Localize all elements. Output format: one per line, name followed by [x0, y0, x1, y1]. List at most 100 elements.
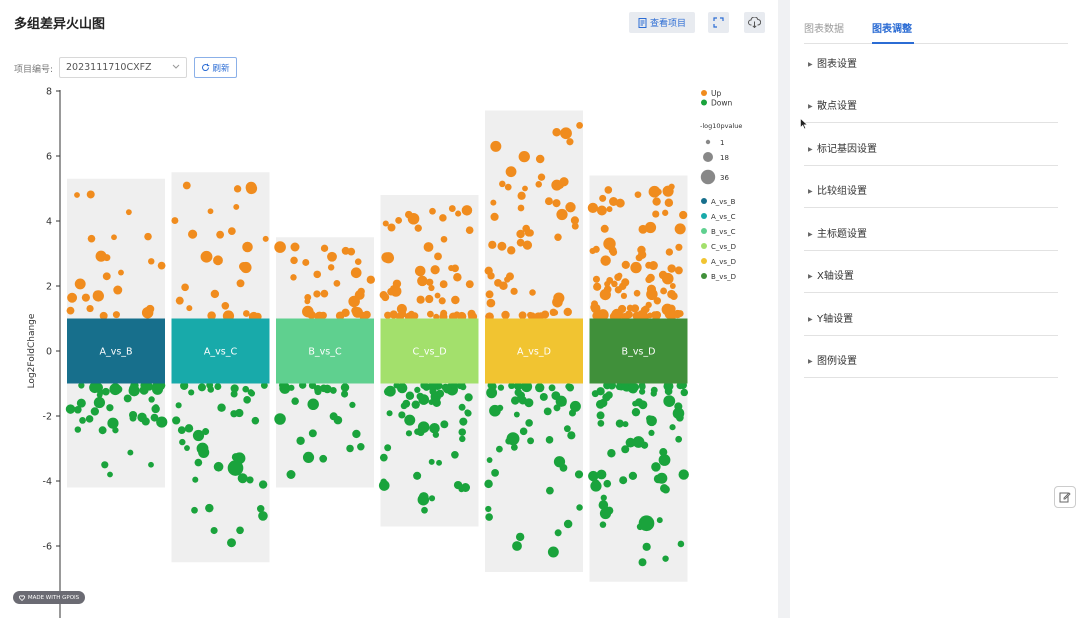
down-point — [615, 383, 623, 391]
caret-right-icon: ▶ — [808, 316, 813, 323]
up-point — [587, 202, 599, 214]
up-point — [604, 186, 613, 194]
section-y-axis-settings[interactable]: ▶ Y轴设置 — [804, 314, 1058, 352]
legend-size-marker — [705, 139, 711, 145]
down-point — [599, 521, 607, 528]
down-point — [405, 391, 415, 400]
up-point — [665, 248, 674, 256]
up-point — [592, 275, 600, 283]
group-box-A_vs_C[interactable] — [171, 318, 270, 384]
group-label: A_vs_D — [517, 347, 551, 358]
section-main-title-settings[interactable]: ▶ 主标题设置 — [804, 229, 1058, 267]
edit-button[interactable] — [1054, 486, 1076, 508]
up-point — [414, 224, 422, 232]
up-point — [465, 226, 474, 235]
up-point — [597, 309, 609, 321]
up-point — [637, 310, 648, 321]
mouse-cursor-icon — [800, 118, 808, 130]
down-point — [603, 479, 612, 488]
down-point — [553, 456, 566, 468]
group-label: B_vs_D — [622, 347, 656, 358]
down-point — [678, 469, 689, 480]
up-point — [553, 292, 565, 304]
down-point — [436, 383, 443, 389]
down-point — [484, 479, 493, 489]
up-point — [667, 264, 676, 273]
up-point — [262, 235, 269, 242]
section-x-axis-settings[interactable]: ▶ X轴设置 — [804, 271, 1058, 309]
download-button[interactable] — [744, 12, 765, 33]
up-point — [92, 290, 101, 299]
group-box-B_vs_D[interactable] — [589, 318, 688, 384]
section-comparison-settings[interactable]: ▶ 比较组设置 — [804, 186, 1058, 224]
legend-group-label: C_vs_D — [711, 243, 736, 251]
down-point — [535, 382, 545, 393]
down-point — [450, 381, 458, 390]
up-point — [620, 292, 628, 299]
project-select[interactable]: 2023111710CXFZ — [59, 57, 187, 78]
down-point — [632, 436, 645, 448]
down-point — [464, 393, 473, 402]
made-with-badge[interactable]: MADE WITH GPOIS — [13, 591, 85, 604]
section-marker-gene-settings[interactable]: ▶ 标记基因设置 — [804, 144, 1058, 182]
down-point — [515, 532, 525, 542]
down-point — [422, 383, 431, 391]
down-point — [307, 398, 319, 411]
down-point — [545, 436, 554, 444]
down-point — [148, 461, 154, 468]
up-point — [526, 229, 534, 237]
down-point — [243, 396, 251, 404]
up-point — [465, 280, 474, 289]
up-point — [181, 283, 189, 292]
up-point — [236, 279, 245, 288]
tab-chart-adjust[interactable]: 图表调整 — [872, 24, 912, 35]
section-chart-settings[interactable]: ▶ 图表设置 — [804, 59, 1058, 97]
down-point — [661, 485, 670, 494]
up-point — [200, 250, 213, 263]
up-point — [417, 275, 428, 287]
down-point — [102, 387, 110, 396]
down-point — [177, 426, 186, 435]
down-point — [416, 392, 424, 401]
up-point — [359, 311, 368, 321]
down-point — [554, 529, 562, 537]
down-point — [659, 448, 668, 457]
down-point — [619, 476, 628, 485]
up-point — [221, 301, 230, 310]
refresh-button[interactable]: 刷新 — [194, 57, 237, 78]
up-point — [611, 308, 624, 321]
down-point — [127, 449, 134, 456]
up-point — [414, 265, 426, 277]
view-project-button[interactable]: 查看项目 — [629, 12, 695, 33]
up-point — [387, 223, 396, 232]
up-point — [507, 246, 516, 255]
section-legend-settings[interactable]: ▶ 图例设置 — [804, 356, 1058, 394]
group-box-A_vs_B[interactable] — [67, 318, 165, 384]
group-box-A_vs_D[interactable] — [485, 318, 583, 384]
down-point — [459, 435, 466, 443]
down-point — [93, 396, 106, 409]
up-point — [625, 310, 633, 319]
y-tick-label: 6 — [46, 152, 52, 163]
up-point — [560, 127, 572, 140]
up-point — [674, 266, 683, 275]
section-divider — [804, 250, 1058, 251]
down-point — [414, 386, 421, 394]
group-box-B_vs_C[interactable] — [276, 318, 374, 384]
down-point — [648, 429, 655, 436]
section-scatter-settings[interactable]: ▶ 散点设置 — [804, 101, 1058, 139]
up-point — [113, 285, 123, 295]
tab-chart-data[interactable]: 图表数据 — [804, 24, 844, 35]
up-point — [653, 297, 662, 305]
down-point — [227, 460, 244, 476]
up-point — [81, 293, 90, 302]
chevron-down-icon — [172, 64, 180, 69]
up-point — [488, 240, 497, 249]
fullscreen-button[interactable] — [708, 12, 729, 33]
caret-right-icon: ▶ — [808, 103, 813, 110]
made-with-badge-label: MADE WITH GPOIS — [27, 594, 80, 601]
group-box-C_vs_D[interactable] — [380, 318, 479, 384]
legend-group-label: B_vs_D — [711, 273, 736, 281]
up-point — [662, 209, 669, 216]
